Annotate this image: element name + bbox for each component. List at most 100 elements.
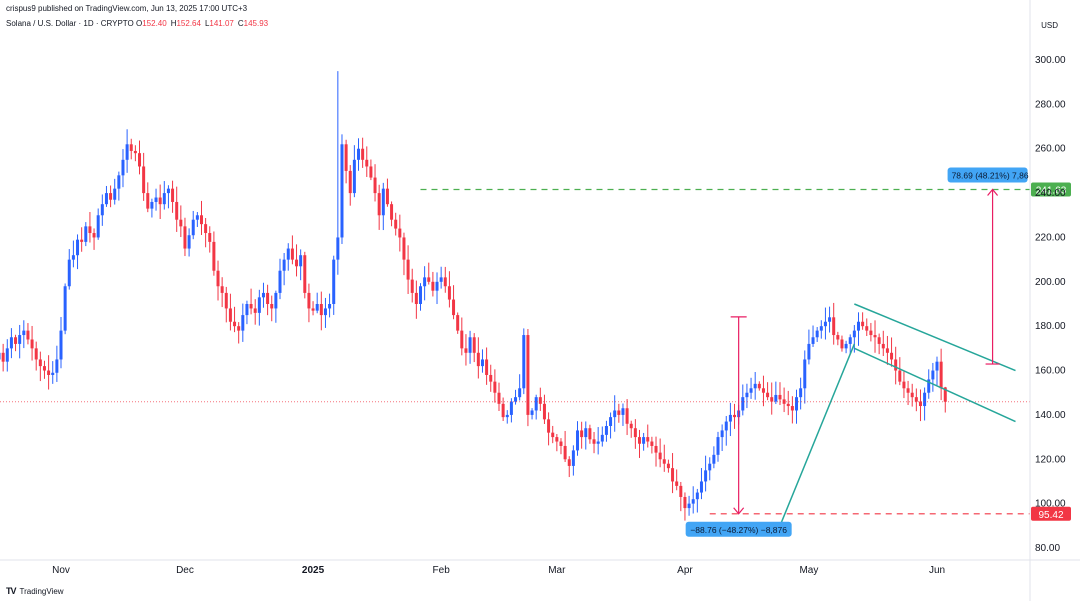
candle-body — [212, 241, 216, 271]
candle-body — [592, 439, 596, 444]
candle-body — [724, 421, 728, 431]
currency-label: USD — [1041, 21, 1058, 30]
candle-body — [699, 481, 703, 493]
x-tick-label: Apr — [677, 565, 693, 576]
candle-body — [278, 270, 282, 293]
candle-body — [121, 159, 125, 176]
candle-body — [22, 330, 26, 336]
candle-body — [621, 408, 625, 415]
y-tick-label: 120.00 — [1035, 454, 1066, 465]
candle-body — [848, 337, 852, 344]
candle-body — [183, 226, 187, 249]
candle-body — [728, 414, 732, 422]
support-price-tag — [1031, 506, 1071, 521]
candle-body — [770, 397, 774, 402]
candle-body — [662, 459, 666, 464]
candle-body — [774, 394, 778, 402]
candle-body — [939, 361, 943, 389]
candle-body — [861, 321, 865, 327]
candle-body — [63, 286, 67, 331]
candle-body — [129, 144, 133, 151]
candle-body — [604, 426, 608, 435]
candle-body — [617, 410, 621, 415]
candle-body — [104, 193, 108, 205]
candle-body — [712, 454, 716, 464]
candle-body — [819, 326, 823, 331]
candle-body — [534, 397, 538, 411]
candle-body — [348, 170, 352, 194]
candle-body — [753, 383, 757, 389]
candle-body — [943, 387, 947, 402]
resistance-price-tag — [1031, 182, 1071, 197]
measure-up-label: 78.69 (48.21%) 7,86 — [952, 170, 1029, 180]
candle-body — [447, 286, 451, 300]
candle-body — [671, 468, 675, 482]
open-value: 152.40 — [142, 19, 167, 28]
candle-body — [815, 330, 819, 338]
candle-body — [914, 397, 918, 402]
candle-body — [489, 374, 493, 382]
candle-body — [42, 366, 46, 371]
high-label: H — [170, 19, 177, 28]
x-tick-label: Dec — [176, 565, 194, 576]
candle-body — [162, 193, 166, 205]
candle-body — [716, 437, 720, 455]
candle-body — [691, 499, 695, 504]
candle-body — [146, 193, 150, 209]
candle-body — [14, 337, 18, 344]
candle-body — [687, 503, 691, 509]
candle-body — [166, 188, 170, 194]
candle-body — [175, 201, 179, 220]
candle-body — [555, 437, 559, 442]
measure-down-label: −88.76 (−48.27%) −8,876 — [690, 525, 787, 535]
candle-body — [823, 321, 827, 327]
candle-body — [600, 434, 604, 442]
candle-body — [390, 204, 394, 220]
price-axis: 80.00 100.00 120.00 140.00 160.00 180.00 200.0… — [1029, 0, 1066, 601]
candle-body — [158, 197, 162, 205]
candle-body — [0, 352, 1, 360]
candle-body — [666, 463, 670, 469]
candle-body — [261, 292, 265, 298]
candle-body — [233, 321, 237, 327]
y-tick-label: 200.00 — [1035, 277, 1066, 288]
close-value: 145.93 — [243, 19, 269, 28]
candle-body — [514, 397, 518, 402]
candle-body — [741, 397, 745, 411]
candle-body — [873, 335, 877, 338]
candle-body — [782, 399, 786, 404]
candle-body — [704, 470, 708, 482]
footer-brand-name: TradingView — [19, 586, 64, 596]
low-value: 141.07 — [209, 19, 234, 28]
candle-body — [923, 392, 927, 407]
candle-body — [452, 299, 456, 316]
candle-body — [439, 277, 443, 282]
candle-body — [927, 379, 931, 393]
candle-body — [357, 148, 361, 160]
candle-body — [38, 359, 42, 367]
footer-brand[interactable]: TV TradingView — [6, 586, 64, 596]
support-price-label: 95.42 — [1038, 510, 1063, 521]
y-tick-label: 160.00 — [1035, 366, 1066, 377]
candle-body — [551, 432, 555, 438]
candle-body — [786, 403, 790, 407]
candle-body — [918, 401, 922, 407]
candle-body — [253, 308, 257, 313]
symbol-name: Solana / U.S. Dollar · 1D · CRYPTO — [6, 19, 134, 28]
candle-body — [935, 361, 939, 371]
y-tick-label: 220.00 — [1035, 232, 1066, 243]
y-tick-label: 140.00 — [1035, 410, 1066, 421]
candle-body — [418, 286, 422, 304]
candle-body — [26, 330, 30, 340]
candle-body — [596, 441, 600, 444]
candle-body — [803, 359, 807, 389]
candle-body — [224, 292, 228, 309]
candle-body — [195, 215, 199, 220]
candle-body — [5, 348, 9, 362]
candle-body — [629, 423, 633, 429]
x-tick-label: May — [799, 565, 818, 576]
candle-body — [84, 226, 88, 242]
candle-body — [220, 286, 224, 293]
candle-body — [9, 337, 13, 349]
